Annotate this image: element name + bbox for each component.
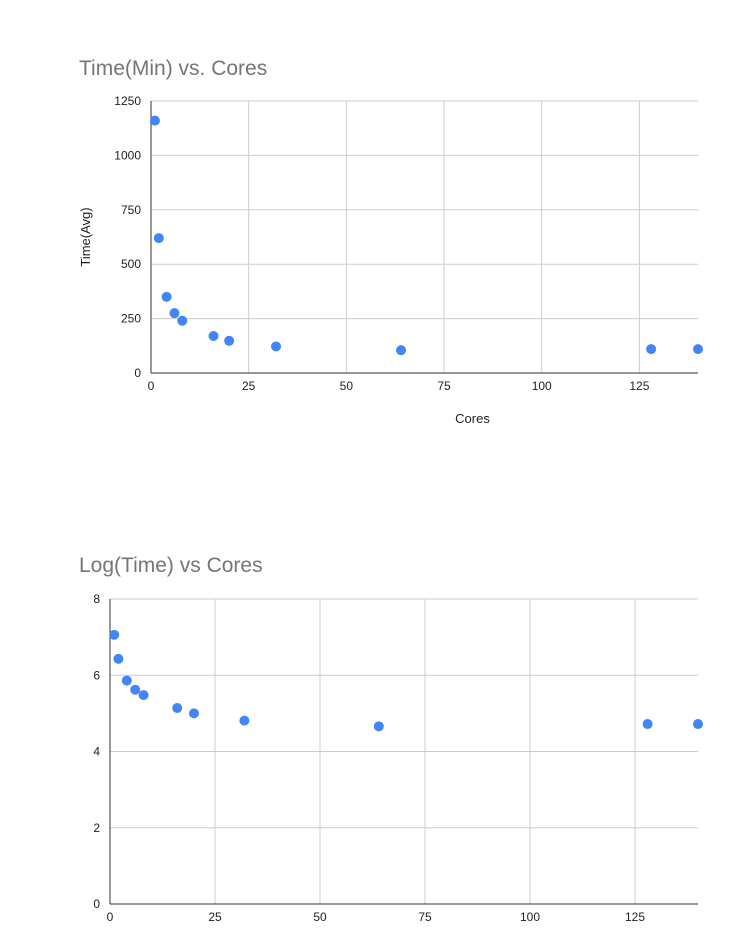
data-point bbox=[396, 345, 407, 356]
data-point bbox=[646, 344, 657, 355]
y-tick-label: 500 bbox=[121, 257, 141, 271]
y-tick-label: 4 bbox=[93, 745, 100, 759]
chart-log-time-vs-cores: Log(Time) vs Cores 0 2 4 6 8 0 25 50 75 100 125 bbox=[0, 500, 731, 945]
data-point bbox=[153, 233, 164, 244]
x-tick-label: 25 bbox=[208, 910, 222, 924]
y-tick-label: 1250 bbox=[114, 94, 141, 108]
data-point bbox=[693, 719, 703, 730]
data-point bbox=[130, 684, 141, 695]
x-tick-label: 75 bbox=[437, 379, 451, 393]
x-tick-label: 0 bbox=[107, 910, 114, 924]
data-point bbox=[169, 308, 180, 319]
data-point bbox=[138, 690, 149, 701]
chart-title: Time(Min) vs. Cores bbox=[79, 57, 268, 80]
y-tick-label: 0 bbox=[93, 897, 100, 911]
data-point bbox=[239, 715, 250, 726]
x-tick-label: 25 bbox=[242, 379, 256, 393]
y-tick-label: 2 bbox=[93, 821, 100, 835]
data-point bbox=[177, 315, 188, 326]
data-point bbox=[121, 675, 132, 686]
chart-title: Log(Time) vs Cores bbox=[79, 554, 263, 577]
y-tick-label: 6 bbox=[93, 668, 100, 682]
y-tick-label: 1000 bbox=[114, 148, 141, 162]
y-tick-label: 0 bbox=[134, 366, 141, 380]
scatter-plot: 0 2 4 6 8 0 25 50 75 100 125 bbox=[93, 592, 703, 924]
x-tick-label: 100 bbox=[532, 379, 552, 393]
y-tick-label: 250 bbox=[121, 312, 141, 326]
x-tick-label: 75 bbox=[418, 910, 432, 924]
x-tick-label: 125 bbox=[629, 379, 649, 393]
data-point bbox=[149, 115, 160, 126]
data-point bbox=[224, 335, 235, 346]
y-axis-label: Time(Avg) bbox=[78, 207, 93, 266]
x-tick-label: 100 bbox=[520, 910, 540, 924]
data-point bbox=[693, 344, 703, 355]
x-tick-label: 125 bbox=[625, 910, 645, 924]
data-point bbox=[373, 721, 384, 732]
data-point bbox=[172, 703, 183, 714]
data-point bbox=[642, 719, 653, 730]
data-point bbox=[208, 331, 219, 342]
data-point bbox=[161, 291, 172, 302]
chart-time-vs-cores: Time(Min) vs. Cores 0 250 500 750 1000 1250 0 2… bbox=[0, 0, 731, 470]
y-tick-label: 8 bbox=[93, 592, 100, 606]
y-tick-label: 750 bbox=[121, 203, 141, 217]
x-tick-label: 0 bbox=[148, 379, 155, 393]
data-point bbox=[271, 341, 282, 352]
x-axis-label: Cores bbox=[455, 411, 490, 426]
data-point bbox=[109, 629, 120, 640]
scatter-plot: 0 250 500 750 1000 1250 0 25 50 75 100 125 Cores Time… bbox=[78, 94, 703, 426]
data-point bbox=[113, 653, 124, 664]
x-tick-label: 50 bbox=[313, 910, 327, 924]
data-point bbox=[189, 708, 199, 719]
x-tick-label: 50 bbox=[340, 379, 354, 393]
